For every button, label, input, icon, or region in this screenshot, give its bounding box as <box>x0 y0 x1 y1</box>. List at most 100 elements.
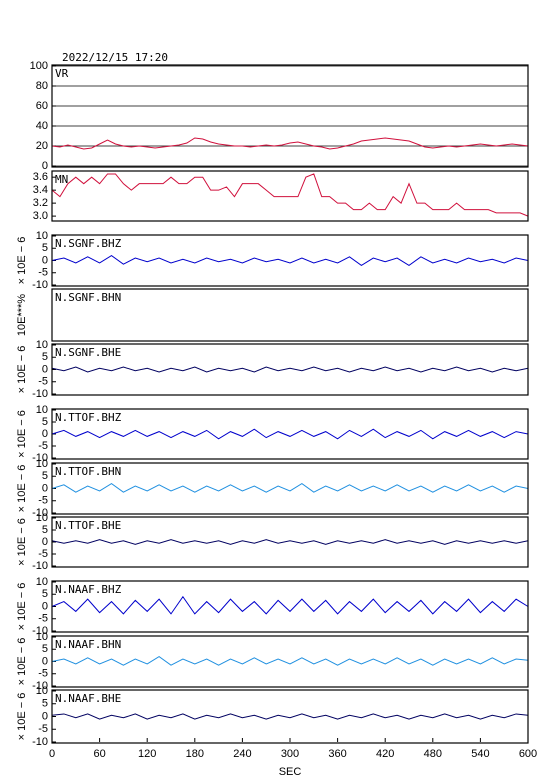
trace-line <box>51 713 529 720</box>
y-tick-label: -5 <box>38 723 48 735</box>
panel-label: N.SGNF.BHZ <box>55 237 122 250</box>
panel-label: N.NAAF.BHE <box>55 692 121 705</box>
y-tick-label: 10 <box>36 576 48 588</box>
y-tick-label: -5 <box>38 495 48 507</box>
y-tick-label: 5 <box>42 351 48 363</box>
y-axis-label: 10E***% <box>16 294 28 336</box>
panel-frame <box>51 170 529 222</box>
y-tick-label: 0 <box>42 710 48 722</box>
panel-label: MN <box>55 173 68 186</box>
y-tick-label: 10 <box>36 230 48 242</box>
y-tick-label: 100 <box>30 60 48 72</box>
x-tick-label: 600 <box>519 748 537 760</box>
panel-frame <box>51 408 529 460</box>
trace-line <box>51 655 529 666</box>
y-tick-label: -5 <box>38 267 48 279</box>
y-tick-label: 5 <box>42 588 48 600</box>
trace-line <box>51 482 529 493</box>
panel-frame <box>51 462 529 515</box>
y-tick-label: 5 <box>42 698 48 710</box>
y-tick-label: -5 <box>38 668 48 680</box>
y-tick-label: 0 <box>42 160 48 172</box>
y-tick-label: 10 <box>36 685 48 697</box>
chart-title: 2022/12/15 17:20 <box>62 51 168 64</box>
x-tick-label: 540 <box>471 748 489 760</box>
panel-frame <box>51 234 529 287</box>
y-tick-label: 0 <box>42 655 48 667</box>
y-tick-label: 5 <box>42 416 48 428</box>
y-tick-label: -10 <box>32 279 48 291</box>
y-axis-label: × 10E − 6 <box>16 346 28 394</box>
y-tick-label: 5 <box>42 470 48 482</box>
y-axis-label: × 10E − 6 <box>16 465 28 513</box>
y-tick-label: 0 <box>42 482 48 494</box>
y-tick-label: 0 <box>42 536 48 548</box>
trace-line <box>51 428 529 440</box>
y-tick-label: -5 <box>38 613 48 625</box>
y-axis-label: × 10E − 6 <box>16 638 28 686</box>
y-tick-label: 20 <box>36 140 48 152</box>
y-tick-label: 0 <box>42 428 48 440</box>
y-tick-label: -10 <box>32 680 48 692</box>
panel-label: N.TTOF.BHE <box>55 519 121 532</box>
panel-frame <box>51 288 529 342</box>
y-tick-label: 3.2 <box>33 197 48 209</box>
y-axis-label: × 10E − 6 <box>16 583 28 631</box>
panel-frame <box>51 580 529 633</box>
y-tick-label: 3.6 <box>33 171 48 183</box>
trace-line <box>51 137 529 150</box>
y-tick-label: 0 <box>42 600 48 612</box>
y-tick-label: -10 <box>32 388 48 400</box>
panel-label: N.SGNF.BHN <box>55 291 121 304</box>
panel-label: VR <box>55 67 69 80</box>
y-axis-label: × 10E − 6 <box>16 410 28 458</box>
x-axis-label: SEC <box>279 766 302 778</box>
trace-line <box>51 254 529 267</box>
y-tick-label: 5 <box>42 643 48 655</box>
y-tick-label: 5 <box>42 524 48 536</box>
panel-label: N.SGNF.BHE <box>55 346 121 359</box>
y-tick-label: -5 <box>38 376 48 388</box>
y-tick-label: 60 <box>36 100 48 112</box>
panel-label: N.NAAF.BHZ <box>55 583 122 596</box>
y-tick-label: 10 <box>36 404 48 416</box>
panel-label: N.TTOF.BHZ <box>55 411 122 424</box>
y-tick-label: 10 <box>36 339 48 351</box>
y-tick-label: 3.4 <box>33 184 48 196</box>
trace-line <box>51 539 529 545</box>
y-tick-label: -5 <box>38 548 48 560</box>
x-tick-label: 480 <box>424 748 442 760</box>
x-tick-label: 360 <box>328 748 346 760</box>
trace-line <box>51 595 529 615</box>
panel-frame <box>51 64 529 168</box>
y-axis-label: × 10E − 6 <box>16 237 28 285</box>
y-tick-label: -10 <box>32 452 48 464</box>
y-tick-label: 10 <box>36 458 48 470</box>
x-tick-label: 120 <box>138 748 156 760</box>
panel-frame <box>51 343 529 396</box>
y-tick-label: 3.0 <box>33 210 48 222</box>
x-tick-label: 180 <box>186 748 204 760</box>
y-tick-label: 5 <box>42 242 48 254</box>
trace-line <box>51 366 529 373</box>
y-axis-label: × 10E − 6 <box>16 518 28 566</box>
x-tick-label: 60 <box>93 748 105 760</box>
y-tick-label: -10 <box>32 625 48 637</box>
panel-label: N.NAAF.BHN <box>55 638 121 651</box>
y-tick-label: 0 <box>42 254 48 266</box>
y-tick-label: -10 <box>32 507 48 519</box>
trace-line <box>51 173 529 217</box>
y-axis-label: × 10E − 6 <box>16 693 28 741</box>
x-tick-label: 240 <box>233 748 251 760</box>
panel-label: N.TTOF.BHN <box>55 465 121 478</box>
y-tick-label: 10 <box>36 512 48 524</box>
y-tick-label: -10 <box>32 736 48 748</box>
y-tick-label: 10 <box>36 631 48 643</box>
panel-frame <box>51 516 529 568</box>
panel-frame <box>51 689 529 744</box>
y-tick-label: 0 <box>42 363 48 375</box>
panel-frame <box>51 635 529 688</box>
x-tick-label: 420 <box>376 748 394 760</box>
y-tick-label: -5 <box>38 440 48 452</box>
